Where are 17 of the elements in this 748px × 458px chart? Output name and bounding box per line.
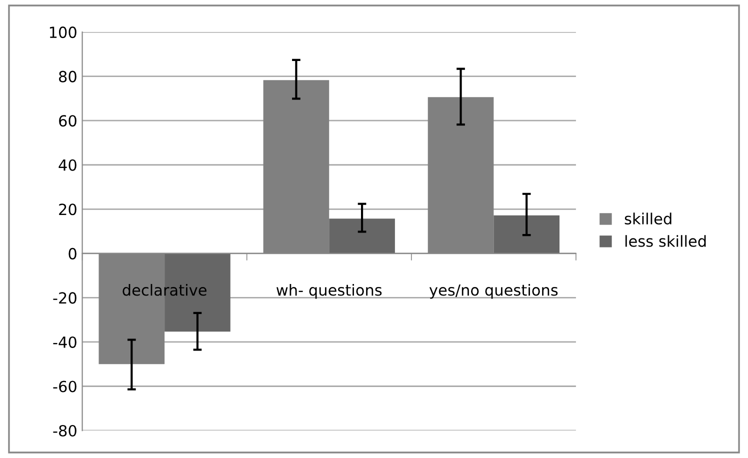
legend-label: skilled [624,212,672,225]
y-tick-label: 100 [50,26,76,38]
y-tick-label: -60 [53,380,76,392]
y-tick-label: 40 [58,159,76,171]
y-tick-label: -20 [53,292,76,304]
y-tick-label: 60 [59,115,76,127]
y-tick-label: 0 [68,248,76,260]
y-tick-label: 20 [59,204,76,216]
x-tick-label: wh- questions [276,284,382,299]
bar [329,218,395,254]
legend-label: less skilled [625,235,706,247]
x-tick-label: yes/no questions [429,284,558,299]
y-tick-label: -80 [53,424,76,437]
x-tick-label: declarative [122,284,206,296]
y-tick-label: 80 [59,70,76,82]
bar [494,215,560,254]
y-tick-label: -40 [53,336,76,348]
